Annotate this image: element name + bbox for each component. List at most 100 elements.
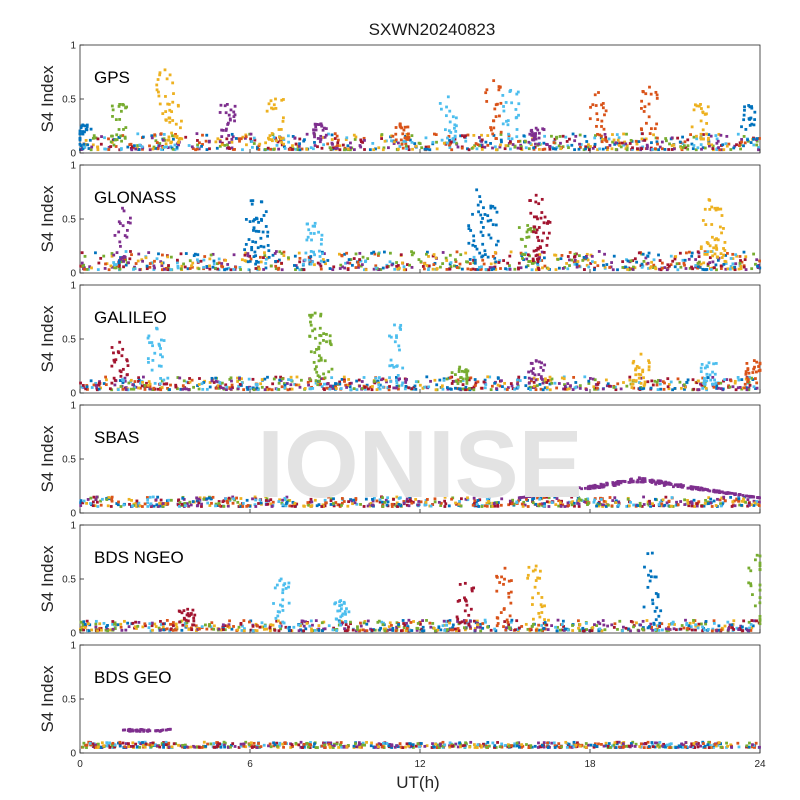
data-point xyxy=(124,250,128,253)
data-point xyxy=(108,628,112,632)
data-point xyxy=(463,628,467,632)
data-point xyxy=(202,497,206,501)
data-point xyxy=(330,133,334,137)
data-point xyxy=(642,503,646,506)
data-point xyxy=(335,146,339,150)
data-point xyxy=(480,133,483,137)
data-point xyxy=(641,619,645,623)
data-point xyxy=(345,629,349,633)
spike-point xyxy=(127,261,130,265)
data-point xyxy=(568,258,571,262)
spike-point xyxy=(541,378,544,381)
data-point xyxy=(344,138,348,141)
data-point xyxy=(740,499,744,503)
data-point xyxy=(681,142,685,146)
data-point xyxy=(555,629,559,633)
data-point xyxy=(195,504,199,508)
data-point xyxy=(573,258,577,262)
data-point xyxy=(110,252,114,255)
data-point xyxy=(626,259,630,263)
data-point xyxy=(336,138,340,142)
data-point xyxy=(222,628,225,631)
data-point xyxy=(636,147,639,151)
data-point xyxy=(372,380,376,383)
data-point xyxy=(464,497,468,501)
data-point xyxy=(735,498,739,502)
data-point xyxy=(539,387,543,391)
data-point xyxy=(741,629,745,632)
spike-point xyxy=(646,585,650,589)
data-point xyxy=(758,266,762,270)
data-point xyxy=(744,386,748,389)
data-point xyxy=(431,140,435,144)
data-point xyxy=(510,618,514,622)
data-point xyxy=(220,381,224,385)
data-point xyxy=(658,259,662,262)
data-point xyxy=(498,259,502,262)
data-point xyxy=(188,380,192,384)
data-point xyxy=(388,260,392,264)
data-point xyxy=(584,145,588,149)
data-point xyxy=(422,267,426,271)
spike-point xyxy=(532,228,536,231)
data-point xyxy=(131,504,134,508)
data-point xyxy=(246,252,250,255)
data-point xyxy=(197,497,201,501)
data-point xyxy=(208,147,211,151)
data-point xyxy=(428,148,432,152)
spike-point xyxy=(496,616,500,620)
spike-point xyxy=(699,370,703,374)
data-point xyxy=(450,140,453,144)
data-point xyxy=(308,387,312,391)
data-point xyxy=(116,388,120,392)
data-point xyxy=(529,379,533,383)
spike-point xyxy=(539,216,543,220)
data-point xyxy=(160,148,164,151)
data-point xyxy=(122,503,126,507)
spike-point xyxy=(481,242,485,246)
spike-point xyxy=(495,210,499,214)
data-point xyxy=(256,145,259,149)
data-point xyxy=(734,262,738,266)
data-point xyxy=(567,387,571,391)
data-point xyxy=(626,627,630,631)
spike-point xyxy=(535,228,539,232)
spike-point xyxy=(509,601,513,605)
data-point xyxy=(332,504,336,508)
spike-point xyxy=(338,620,341,624)
data-point xyxy=(572,488,576,492)
spike-point xyxy=(266,234,269,238)
data-point xyxy=(726,251,729,255)
data-point xyxy=(522,134,526,138)
data-point xyxy=(587,501,590,505)
data-point xyxy=(473,384,477,387)
data-point xyxy=(171,134,174,138)
spike-point xyxy=(155,88,159,92)
data-point xyxy=(298,148,302,152)
spike-point xyxy=(510,137,514,141)
data-point xyxy=(365,383,369,387)
data-point xyxy=(661,628,664,632)
spike-point xyxy=(601,102,605,105)
data-point xyxy=(619,387,623,391)
data-point xyxy=(614,141,618,145)
data-point xyxy=(634,139,638,143)
spike-point xyxy=(485,88,489,92)
spike-point xyxy=(389,335,393,339)
data-point xyxy=(133,386,136,390)
spike-point xyxy=(499,101,503,105)
data-point xyxy=(604,146,608,150)
data-point xyxy=(97,383,101,387)
data-point xyxy=(159,623,163,626)
spike-point xyxy=(530,377,534,381)
data-point xyxy=(631,259,635,263)
data-point xyxy=(207,496,211,500)
data-point xyxy=(160,253,164,257)
data-point xyxy=(690,254,694,258)
data-point xyxy=(344,383,348,387)
data-point xyxy=(334,387,338,390)
data-point xyxy=(473,499,477,503)
data-point xyxy=(516,380,520,384)
data-point xyxy=(561,267,565,270)
data-point xyxy=(535,384,539,388)
